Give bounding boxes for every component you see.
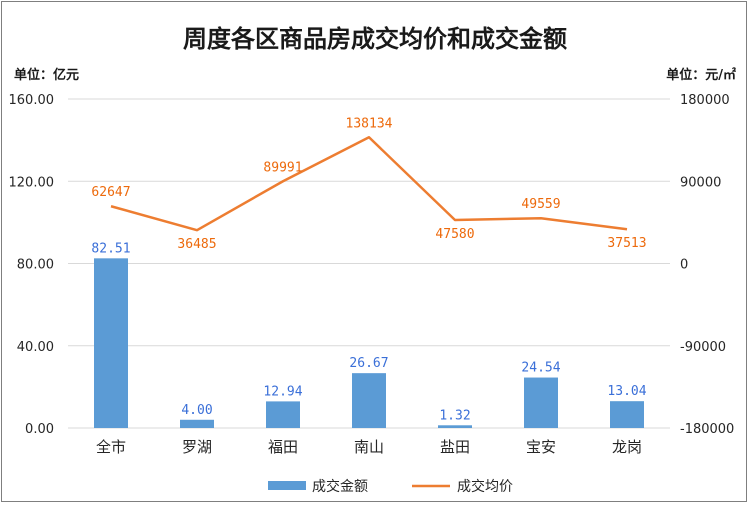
left-axis-tick-label: 40.00 (17, 340, 54, 355)
bar-data-label: 4.00 (181, 403, 212, 418)
bar-2 (266, 401, 300, 428)
left-axis-ticks: 160.00 120.00 80.00 40.00 0.00 (9, 93, 55, 437)
right-axis-tick-label: 90000 (680, 175, 721, 190)
category-label: 全市 (96, 438, 126, 456)
bar-data-label: 24.54 (521, 361, 560, 376)
line-data-label: 49559 (521, 197, 560, 212)
bar-3 (352, 373, 386, 428)
right-axis-tick-label: -180000 (680, 422, 734, 437)
right-axis-unit: 单位：元/㎡ (666, 67, 736, 83)
bar-data-label: 12.94 (263, 384, 302, 399)
chart-title: 周度各区商品房成交均价和成交金额 (183, 24, 567, 53)
line-data-label: 37513 (607, 236, 646, 251)
line-series: 62647 36485 89991 138134 47580 49559 37513 (91, 116, 646, 252)
bar-4 (438, 425, 472, 428)
category-labels: 全市 罗湖 福田 南山 盐田 宝安 龙岗 (96, 438, 642, 456)
left-axis-tick-label: 120.00 (9, 175, 55, 190)
category-label: 盐田 (440, 438, 470, 456)
bar-series: 82.51 4.00 12.94 26.67 1.32 24.54 13.04 (91, 241, 647, 428)
bar-5 (524, 377, 558, 428)
line-data-label: 62647 (91, 185, 130, 200)
right-axis-ticks: 180000 90000 0 -90000 -180000 (680, 93, 734, 437)
legend-label-amount: 成交金额 (312, 478, 368, 495)
category-label: 宝安 (526, 438, 556, 456)
line-data-label: 138134 (346, 116, 393, 131)
bar-data-label: 1.32 (439, 408, 470, 423)
bar-data-label: 82.51 (91, 241, 130, 256)
line-data-label: 47580 (435, 227, 474, 242)
bar-0 (94, 258, 128, 428)
legend-swatch-bar (268, 481, 306, 490)
left-axis-tick-label: 0.00 (25, 422, 54, 437)
legend: 成交金额 成交均价 (268, 478, 513, 495)
category-label: 南山 (354, 438, 384, 456)
line-data-label: 36485 (177, 237, 216, 252)
right-axis-tick-label: -90000 (680, 340, 726, 355)
bar-data-label: 26.67 (349, 356, 388, 371)
category-label: 福田 (268, 438, 298, 456)
left-axis-unit: 单位：亿元 (14, 67, 79, 83)
right-axis-tick-label: 0 (680, 258, 688, 273)
legend-label-price: 成交均价 (457, 478, 513, 495)
category-label: 龙岗 (612, 438, 642, 456)
right-axis-tick-label: 180000 (680, 93, 730, 108)
bar-6 (610, 401, 644, 428)
price-line (110, 136, 628, 232)
bar-1 (180, 419, 214, 428)
line-data-label: 89991 (263, 160, 302, 175)
left-axis-tick-label: 80.00 (17, 258, 54, 273)
category-label: 罗湖 (182, 438, 212, 456)
left-axis-tick-label: 160.00 (9, 93, 55, 108)
bar-data-label: 13.04 (607, 384, 646, 399)
